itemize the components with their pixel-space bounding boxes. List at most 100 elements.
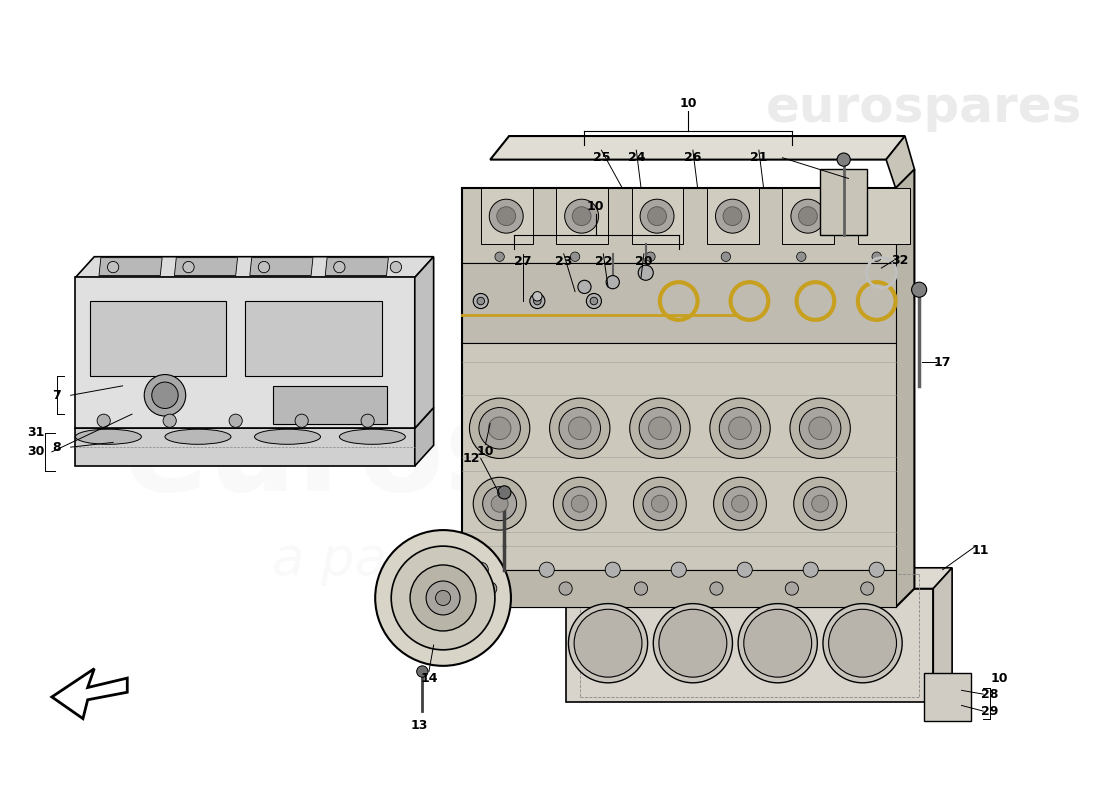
- Polygon shape: [933, 568, 953, 702]
- Circle shape: [410, 565, 476, 631]
- Circle shape: [417, 666, 428, 677]
- Polygon shape: [462, 188, 895, 607]
- Circle shape: [572, 206, 591, 226]
- Circle shape: [108, 262, 119, 273]
- Circle shape: [295, 414, 308, 427]
- Polygon shape: [245, 301, 382, 377]
- Circle shape: [823, 604, 902, 683]
- Polygon shape: [462, 570, 895, 607]
- Circle shape: [590, 298, 597, 305]
- Circle shape: [559, 407, 601, 449]
- Circle shape: [152, 382, 178, 409]
- Text: 30: 30: [28, 446, 44, 458]
- Circle shape: [571, 495, 588, 512]
- Ellipse shape: [76, 430, 142, 444]
- Circle shape: [563, 486, 596, 521]
- Text: 10: 10: [587, 200, 605, 214]
- Circle shape: [578, 280, 591, 294]
- Circle shape: [912, 282, 926, 298]
- Circle shape: [569, 604, 648, 683]
- Circle shape: [473, 478, 526, 530]
- Circle shape: [574, 610, 642, 677]
- Circle shape: [812, 495, 828, 512]
- Circle shape: [586, 294, 602, 309]
- Circle shape: [828, 610, 896, 677]
- Polygon shape: [462, 263, 895, 343]
- Circle shape: [710, 398, 770, 458]
- Polygon shape: [565, 568, 953, 589]
- Circle shape: [534, 298, 541, 305]
- Circle shape: [488, 417, 510, 439]
- Text: 7: 7: [52, 389, 60, 402]
- Circle shape: [497, 206, 516, 226]
- Circle shape: [183, 262, 195, 273]
- Polygon shape: [631, 188, 683, 245]
- Circle shape: [483, 486, 517, 521]
- Polygon shape: [782, 188, 834, 245]
- Text: 13: 13: [410, 718, 428, 732]
- Circle shape: [799, 206, 817, 226]
- Circle shape: [638, 265, 653, 280]
- Circle shape: [570, 252, 580, 262]
- Circle shape: [539, 562, 554, 578]
- Circle shape: [473, 562, 488, 578]
- Polygon shape: [887, 136, 914, 188]
- Circle shape: [390, 262, 402, 273]
- Polygon shape: [89, 301, 227, 377]
- Polygon shape: [76, 428, 415, 466]
- Text: eurospares: eurospares: [766, 84, 1082, 132]
- Circle shape: [710, 582, 723, 595]
- Circle shape: [803, 486, 837, 521]
- Text: 10: 10: [680, 97, 697, 110]
- Circle shape: [837, 153, 850, 166]
- Circle shape: [723, 486, 757, 521]
- Circle shape: [229, 414, 242, 427]
- Circle shape: [737, 562, 752, 578]
- Circle shape: [634, 478, 686, 530]
- Polygon shape: [76, 278, 415, 428]
- Polygon shape: [326, 258, 388, 275]
- Circle shape: [470, 398, 530, 458]
- Text: 29: 29: [981, 705, 999, 718]
- Circle shape: [553, 478, 606, 530]
- Circle shape: [530, 294, 544, 309]
- Polygon shape: [924, 674, 971, 721]
- Circle shape: [640, 199, 674, 233]
- Circle shape: [532, 291, 542, 301]
- Polygon shape: [462, 343, 895, 570]
- Polygon shape: [557, 188, 608, 245]
- Circle shape: [606, 275, 619, 289]
- Text: 22: 22: [595, 255, 612, 268]
- Circle shape: [671, 562, 686, 578]
- Polygon shape: [76, 407, 433, 428]
- Circle shape: [605, 562, 620, 578]
- Circle shape: [559, 582, 572, 595]
- Text: 10: 10: [476, 446, 494, 458]
- Circle shape: [869, 562, 884, 578]
- Circle shape: [744, 610, 812, 677]
- Circle shape: [723, 206, 741, 226]
- Polygon shape: [52, 669, 128, 718]
- Ellipse shape: [254, 430, 320, 444]
- Circle shape: [144, 374, 186, 416]
- Circle shape: [732, 495, 748, 512]
- Circle shape: [715, 199, 749, 233]
- Circle shape: [497, 486, 510, 499]
- Circle shape: [659, 610, 727, 677]
- Polygon shape: [462, 188, 895, 263]
- Circle shape: [803, 562, 818, 578]
- Text: 12: 12: [463, 452, 480, 465]
- Circle shape: [629, 398, 690, 458]
- Text: 24: 24: [628, 151, 645, 164]
- Circle shape: [653, 604, 733, 683]
- Text: a passion for parts: a passion for parts: [273, 534, 764, 586]
- Polygon shape: [274, 386, 386, 423]
- Circle shape: [738, 604, 817, 683]
- Polygon shape: [415, 407, 433, 466]
- Circle shape: [722, 252, 730, 262]
- Text: 23: 23: [556, 255, 572, 268]
- Circle shape: [491, 495, 508, 512]
- Text: 31: 31: [28, 426, 44, 439]
- Text: 17: 17: [934, 356, 952, 369]
- Polygon shape: [99, 258, 162, 275]
